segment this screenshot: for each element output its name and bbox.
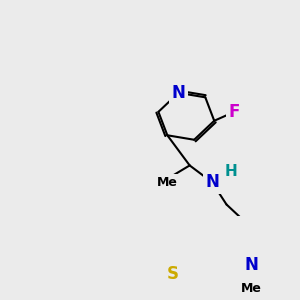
Text: N: N [205, 173, 219, 191]
Text: Me: Me [157, 176, 178, 189]
Text: H: H [224, 164, 237, 178]
Text: N: N [172, 84, 185, 102]
Text: F: F [229, 103, 240, 121]
Text: N: N [244, 256, 258, 274]
Text: S: S [167, 265, 179, 283]
Text: Me: Me [241, 282, 262, 295]
